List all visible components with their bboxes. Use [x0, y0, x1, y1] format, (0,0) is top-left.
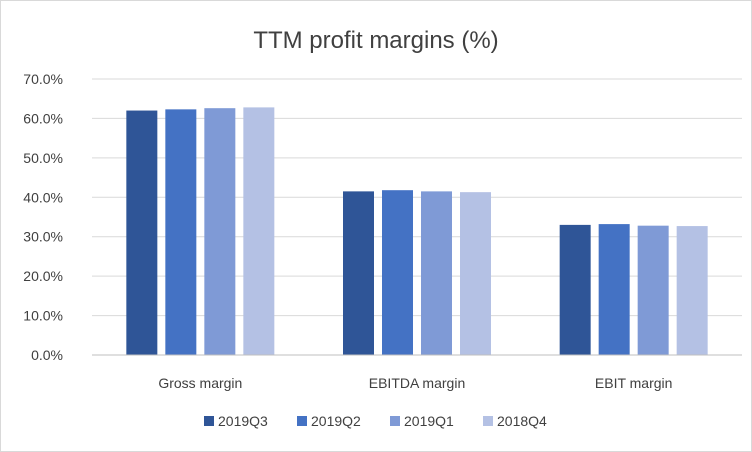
legend-swatch [204, 416, 214, 426]
bar-2019Q1-1 [421, 191, 452, 355]
bar-2018Q4-0 [243, 107, 275, 355]
legend-label: 2019Q2 [311, 413, 361, 429]
x-category-label: EBIT margin [595, 375, 673, 391]
bar-2019Q1-0 [204, 108, 236, 355]
y-tick-label: 70.0% [23, 71, 63, 87]
bar-2019Q2-2 [598, 224, 630, 355]
legend-swatch [483, 416, 493, 426]
bar-2019Q3-1 [343, 191, 374, 355]
bar-2019Q1-2 [637, 225, 669, 355]
legend: 2019Q3 2019Q2 2019Q1 2018Q4 [204, 413, 547, 429]
legend-swatch [390, 416, 400, 426]
bar-2019Q2-1 [382, 190, 413, 355]
y-tick-label: 50.0% [23, 150, 63, 166]
bar-2019Q3-2 [559, 224, 591, 355]
y-tick-label: 60.0% [23, 110, 63, 126]
x-category-label: EBITDA margin [369, 375, 465, 391]
chart-title: TTM profit margins (%) [253, 27, 498, 54]
bars [126, 107, 708, 356]
legend-label: 2018Q4 [497, 413, 547, 429]
y-tick-label: 10.0% [23, 308, 63, 324]
y-axis-ticks: 0.0% 10.0% 20.0% 30.0% 40.0% 50.0% 60.0% 70.0% [23, 71, 63, 363]
y-tick-label: 0.0% [31, 347, 63, 363]
x-category-label: Gross margin [158, 375, 242, 391]
x-axis-categories: Gross margin EBITDA margin EBIT margin [158, 375, 672, 391]
legend-label: 2019Q3 [218, 413, 268, 429]
legend-swatch [297, 416, 307, 426]
gridlines [92, 78, 742, 317]
legend-label: 2019Q1 [404, 413, 454, 429]
bar-2018Q4-1 [460, 192, 491, 355]
bar-2018Q4-2 [676, 226, 708, 355]
y-tick-label: 40.0% [23, 189, 63, 205]
bar-2019Q2-0 [165, 109, 197, 355]
bar-2019Q3-0 [126, 110, 158, 356]
y-tick-label: 30.0% [23, 229, 63, 245]
y-tick-label: 20.0% [23, 268, 63, 284]
